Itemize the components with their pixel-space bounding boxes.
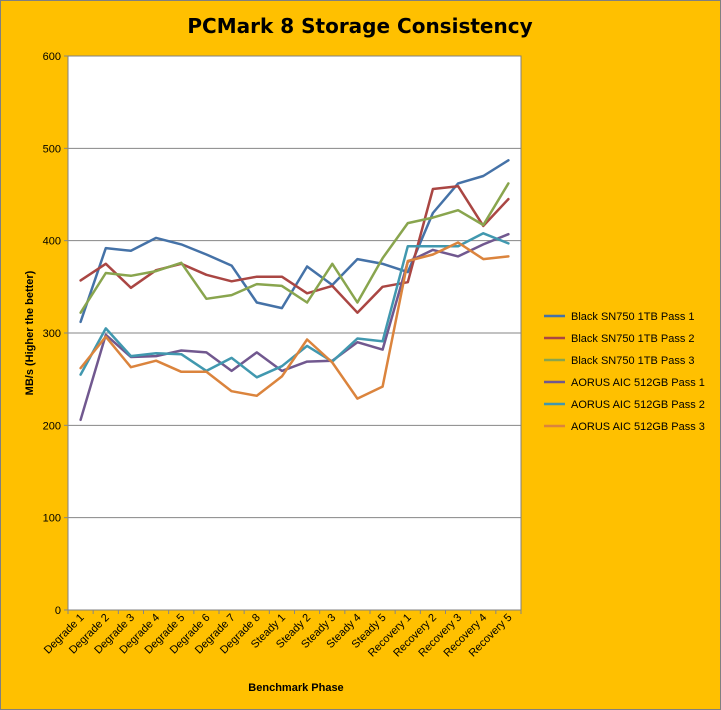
legend-label: AORUS AIC 512GB Pass 2: [571, 399, 705, 411]
series-lines: [79, 159, 510, 422]
y-tick-label: 400: [43, 236, 61, 248]
y-tick-label: 300: [43, 328, 61, 340]
series-line: [79, 182, 510, 314]
y-tick-label: 200: [43, 420, 61, 432]
y-tick-label: 0: [55, 605, 61, 617]
chart-title: PCMark 8 Storage Consistency: [187, 14, 532, 38]
x-axis-title: Benchmark Phase: [248, 682, 343, 694]
legend-label: Black SN750 1TB Pass 2: [571, 333, 695, 345]
legend-label: Black SN750 1TB Pass 3: [571, 355, 695, 367]
series-line: [79, 159, 510, 324]
series-line: [79, 241, 510, 400]
legend: Black SN750 1TB Pass 1 Black SN750 1TB Pa…: [544, 311, 705, 433]
y-tick-label: 100: [43, 513, 61, 525]
gridlines: [68, 147, 521, 519]
y-tick-label: 600: [43, 51, 61, 63]
legend-label: AORUS AIC 512GB Pass 3: [571, 421, 705, 433]
y-axis-title: MB/s (Higher the better): [24, 270, 36, 395]
series-line: [79, 232, 510, 422]
y-tick-label: 500: [43, 143, 61, 155]
y-axis-ticks: 0 100 200 300 400 500 600: [43, 51, 68, 617]
legend-label: Black SN750 1TB Pass 1: [571, 311, 695, 323]
legend-label: AORUS AIC 512GB Pass 1: [571, 377, 705, 389]
